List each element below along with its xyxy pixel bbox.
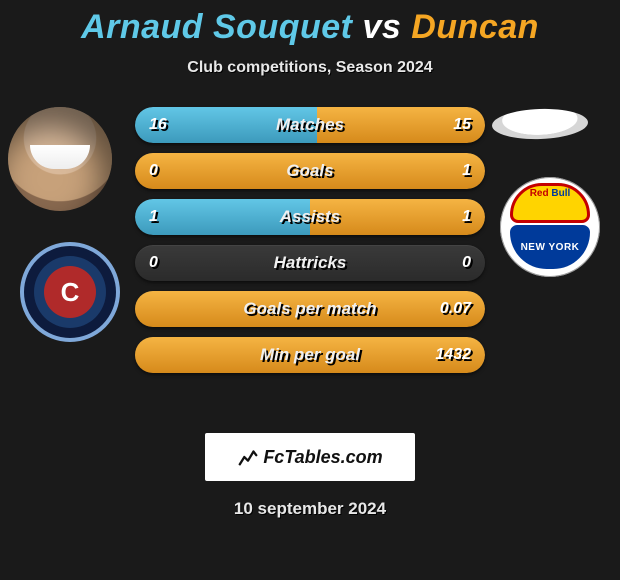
stat-label: Assists	[135, 199, 485, 235]
stat-bar-row: 11Assists	[135, 199, 485, 235]
stat-bar-row: 00Hattricks	[135, 245, 485, 281]
stat-label: Hattricks	[135, 245, 485, 281]
comparison-arena: C Red Bull NEW YORK 1615Matches 01Goals 11…	[0, 107, 620, 407]
player2-name: Duncan	[411, 8, 539, 46]
stat-bars: 1615Matches 01Goals 11Assists 00Hattricks 0.…	[135, 107, 485, 383]
player2-club-crest: Red Bull NEW YORK	[500, 177, 600, 277]
stat-bar-row: 1432Min per goal	[135, 337, 485, 373]
stat-label: Goals	[135, 153, 485, 189]
stat-label: Matches	[135, 107, 485, 143]
brand-badge: FcTables.com	[205, 433, 415, 481]
stat-bar-row: 0.07Goals per match	[135, 291, 485, 327]
crest-right-blue: Bull	[551, 188, 570, 199]
player1-club-crest: C	[20, 242, 120, 342]
crest-left-letter: C	[44, 266, 96, 318]
stat-bar-row: 1615Matches	[135, 107, 485, 143]
stat-label: Min per goal	[135, 337, 485, 373]
snapshot-date: 10 september 2024	[0, 499, 620, 519]
player1-photo	[8, 107, 112, 211]
crest-right-bottom: NEW YORK	[510, 225, 590, 269]
fctables-logo-icon	[237, 446, 259, 468]
stat-label: Goals per match	[135, 291, 485, 327]
crest-right-red: Red	[530, 188, 549, 199]
comparison-title: Arnaud Souquet vs Duncan	[0, 0, 620, 47]
stat-bar-row: 01Goals	[135, 153, 485, 189]
player2-photo	[492, 107, 589, 140]
competition-subtitle: Club competitions, Season 2024	[0, 59, 620, 77]
player1-name: Arnaud Souquet	[81, 8, 352, 46]
vs-text: vs	[362, 8, 401, 46]
brand-text: FcTables.com	[263, 447, 382, 468]
